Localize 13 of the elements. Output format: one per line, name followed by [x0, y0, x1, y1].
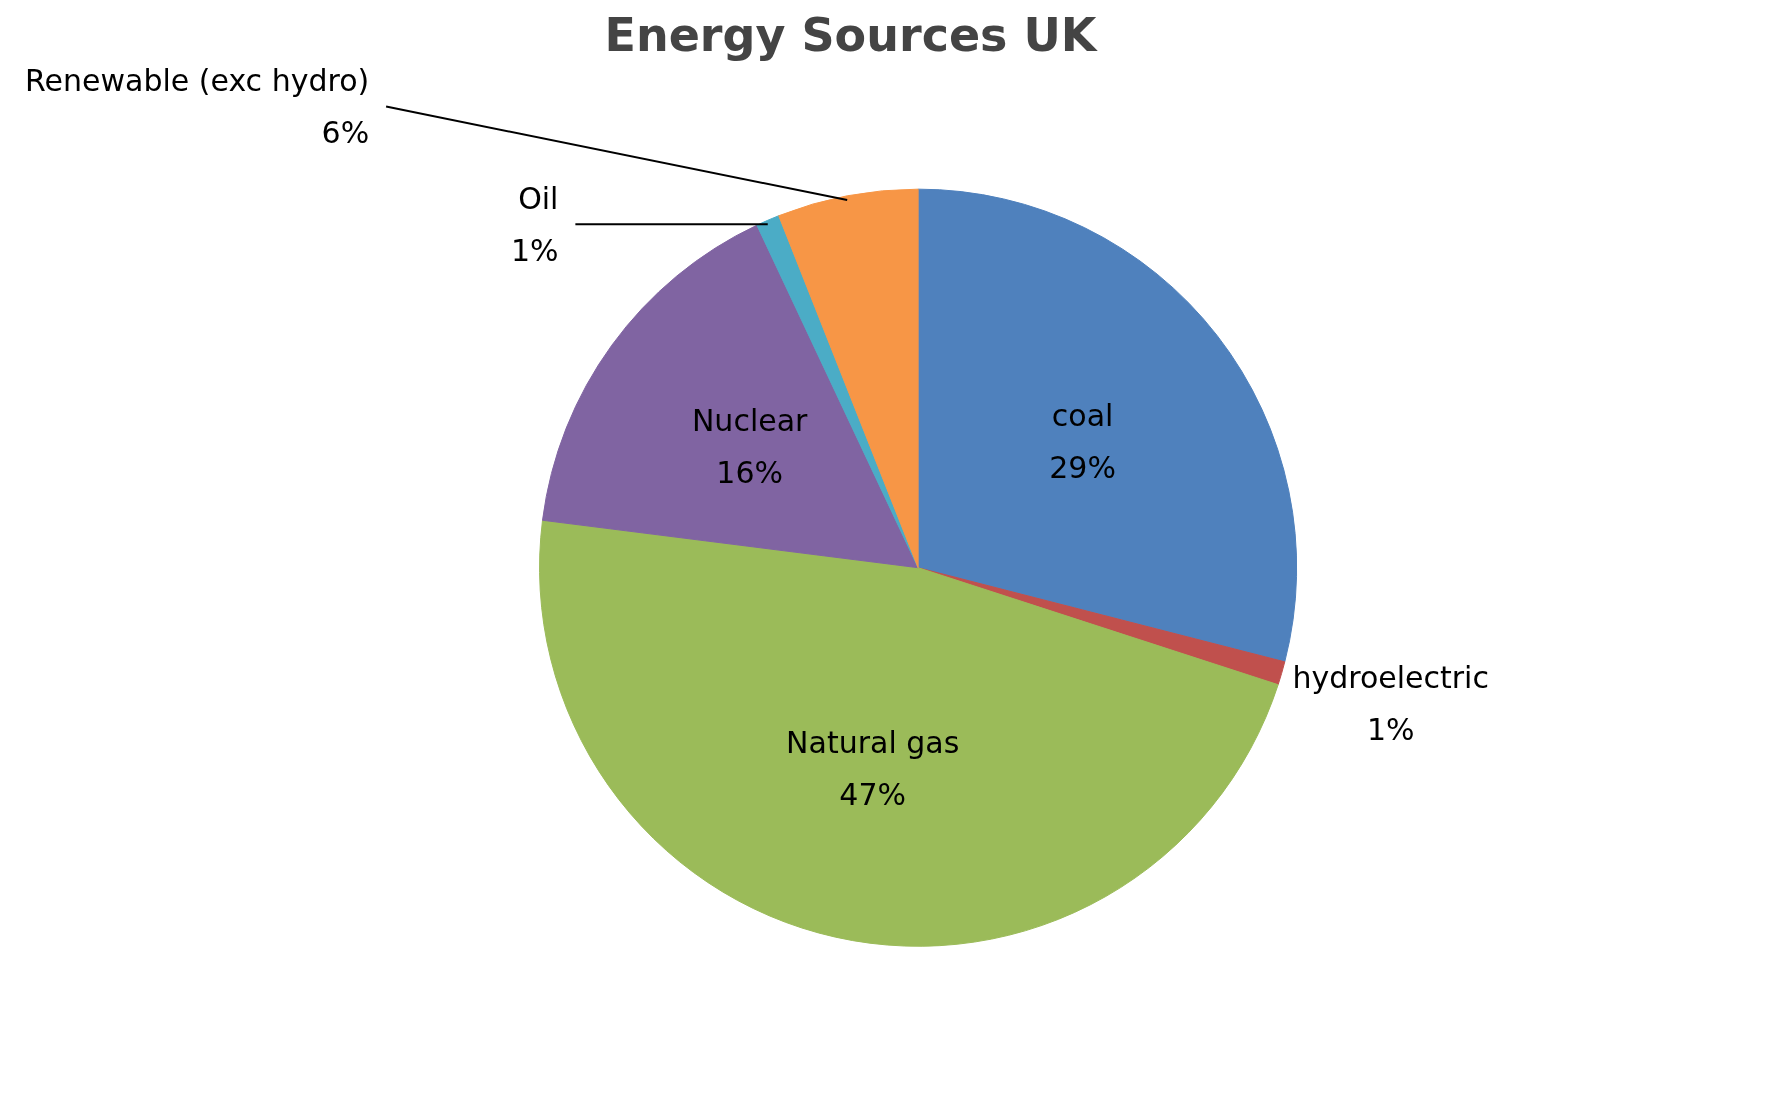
data-label: 6% [321, 115, 370, 151]
data-label: 47% [839, 777, 907, 813]
chart-title: Energy Sources UK [604, 7, 1099, 62]
data-label: 1% [510, 233, 559, 268]
slice-label: coal [1051, 397, 1114, 433]
slice-label: Renewable (exc hydro) [25, 62, 370, 98]
slice-label: Oil [518, 180, 559, 216]
data-label: 1% [1366, 712, 1415, 748]
slice-label: hydroelectric [1292, 659, 1489, 695]
slice-label: Nuclear [691, 402, 809, 438]
slice-label: Natural gas [786, 724, 960, 760]
data-label: 29% [1049, 450, 1116, 486]
data-label: 16% [716, 455, 783, 491]
